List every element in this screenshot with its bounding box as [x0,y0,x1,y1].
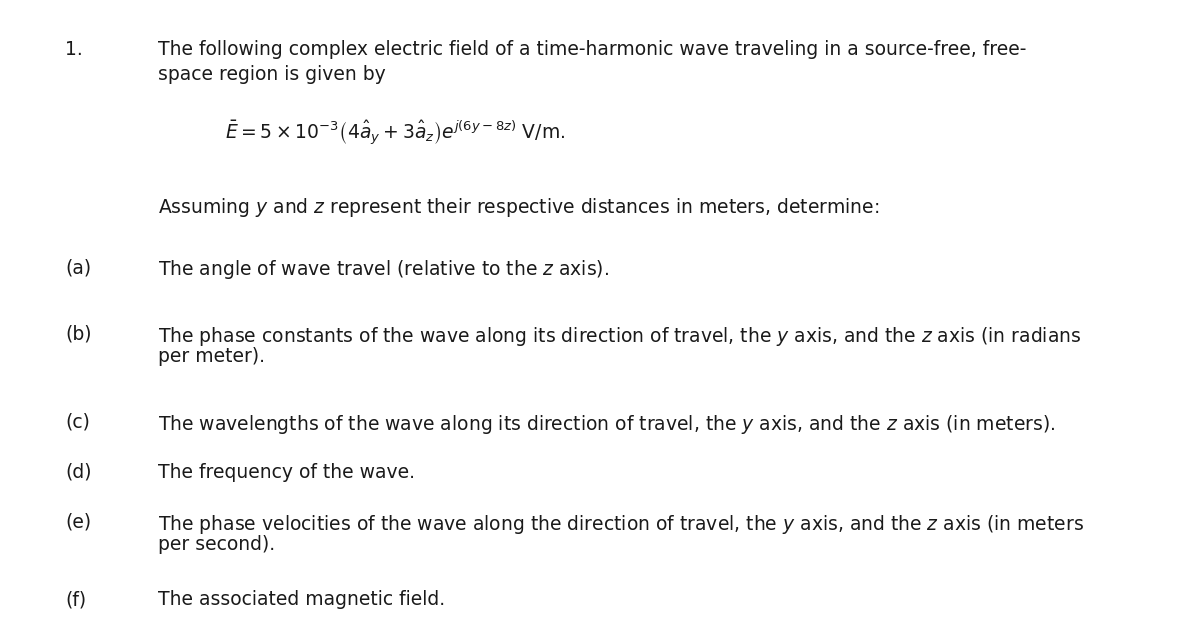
Text: (e): (e) [65,513,91,532]
Text: (f): (f) [65,590,86,609]
Text: The wavelengths of the wave along its direction of travel, the $y$ axis, and the: The wavelengths of the wave along its di… [158,413,1055,436]
Text: The angle of wave travel (relative to the $z$ axis).: The angle of wave travel (relative to th… [158,258,610,281]
Text: The frequency of the wave.: The frequency of the wave. [158,463,415,482]
Text: Assuming $y$ and $z$ represent their respective distances in meters, determine:: Assuming $y$ and $z$ represent their res… [158,196,880,219]
Text: (c): (c) [65,413,90,432]
Text: space region is given by: space region is given by [158,65,385,84]
Text: The phase velocities of the wave along the direction of travel, the $y$ axis, an: The phase velocities of the wave along t… [158,513,1084,536]
Text: (a): (a) [65,258,91,277]
Text: The phase constants of the wave along its direction of travel, the $y$ axis, and: The phase constants of the wave along it… [158,325,1081,348]
Text: 1.: 1. [65,40,83,59]
Text: The following complex electric field of a time-harmonic wave traveling in a sour: The following complex electric field of … [158,40,1026,59]
Text: (d): (d) [65,463,91,482]
Text: per second).: per second). [158,535,275,554]
Text: $\bar{E} = 5\times10^{-3}\left(4\hat{a}_y + 3\hat{a}_z\right)e^{j(6y-8z)}$ V/m.: $\bar{E} = 5\times10^{-3}\left(4\hat{a}_… [226,118,565,147]
Text: per meter).: per meter). [158,347,265,366]
Text: (b): (b) [65,325,91,344]
Text: The associated magnetic field.: The associated magnetic field. [158,590,445,609]
